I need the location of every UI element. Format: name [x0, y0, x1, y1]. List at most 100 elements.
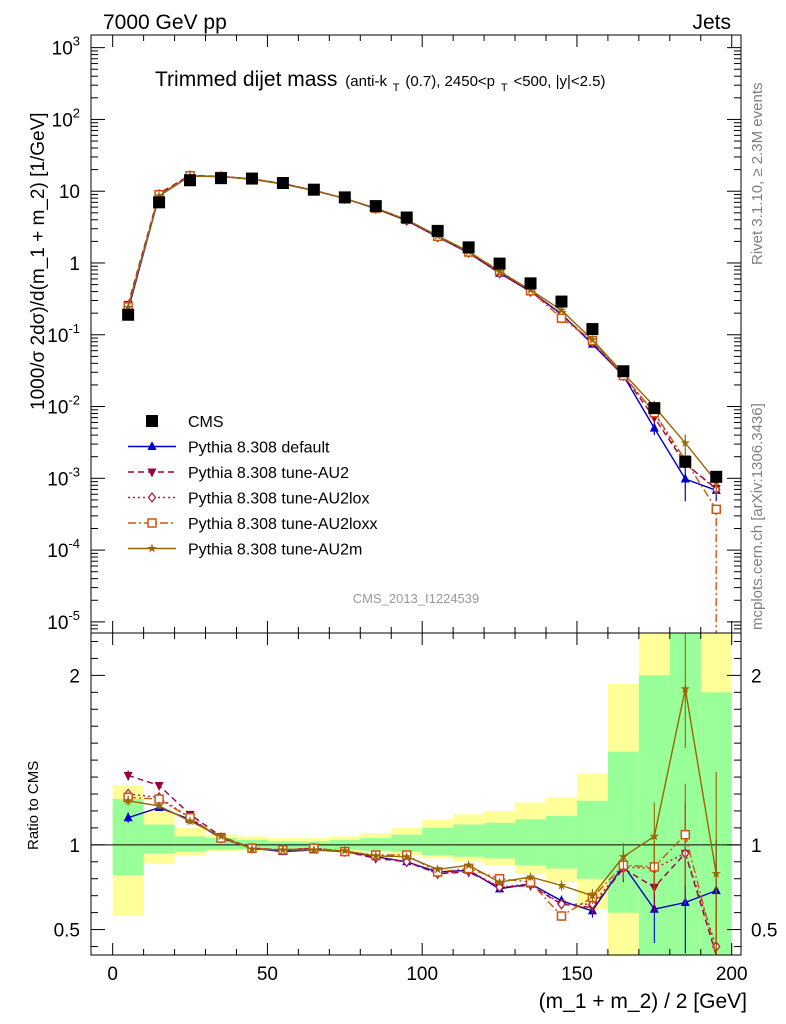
- cms-point-17: [648, 402, 661, 415]
- subtitle-part-2: (0.7), 2450<p: [405, 73, 495, 90]
- legend-pythia-8-308-default-label: Pythia 8.308 default: [188, 440, 330, 457]
- y-tick-label-main-1: 10: [59, 182, 80, 203]
- band-green-11: [453, 824, 485, 857]
- ratio-pythia-8-308-tune-au2m-point-15: [587, 890, 598, 900]
- y-tick-exp--3: -3: [68, 464, 80, 479]
- y-tick-exp--5: -5: [68, 608, 80, 623]
- main-pythia-8-308-tune-au2m-point-13: [525, 285, 536, 295]
- header-right: Jets: [692, 11, 731, 34]
- cms-point-9: [400, 211, 413, 224]
- subtitle-sub-2: T: [501, 82, 508, 94]
- y-tick-base--2: 10: [47, 398, 68, 419]
- header-left: 7000 GeV pp: [103, 11, 227, 34]
- y-tick-exp-3: 3: [73, 34, 80, 49]
- legend-pythia-8-308-default-marker: [147, 441, 157, 450]
- ratio-pythia-8-308-tune-au2m-point-9: [402, 851, 412, 861]
- y-tick-base-3: 10: [52, 39, 73, 60]
- main-pythia-8-308-tune-au2m-point-0: [123, 302, 133, 312]
- band-green-13: [515, 819, 546, 866]
- main-pythia-8-308-default-point-18: [680, 473, 690, 483]
- ratio-pythia-8-308-tune-au2m-point-18: [680, 683, 690, 693]
- y-tick-label-ratio-left-2: 2: [69, 666, 80, 687]
- y-tick-label-main-2: 102: [52, 105, 80, 131]
- main-pythia-8-308-default-point-17: [649, 422, 659, 432]
- band-green-1: [143, 824, 175, 854]
- band-green-10: [422, 827, 454, 856]
- cms-point-14: [555, 295, 568, 308]
- legend-pythia-8-308-tune-au2lox-marker: [147, 491, 157, 504]
- cms-point-4: [245, 172, 258, 185]
- y-tick-label-main--4: 10-4: [47, 536, 80, 562]
- cms-point-5: [276, 177, 289, 190]
- y-tick-label-main--1: 10-1: [47, 321, 80, 347]
- ratio-pythia-8-308-tune-au2m-point-1: [154, 800, 164, 810]
- y-tick-label-ratio-right-0.5: 0.5: [751, 921, 777, 942]
- legend-pythia-8-308-tune-au2-marker: [147, 468, 157, 478]
- y-tick-label-main-0: 1: [69, 254, 80, 275]
- ratio-pythia-8-308-tune-au2m-point-14: [556, 880, 567, 890]
- cms-point-7: [338, 191, 351, 204]
- cms-point-15: [586, 323, 599, 336]
- y-tick-label-ratio-left-1: 1: [69, 836, 80, 857]
- cms-point-16: [617, 365, 630, 378]
- legend-cms-label: CMS: [188, 414, 224, 431]
- ratio-pythia-8-308-tune-au2m-point-12: [494, 877, 505, 887]
- y-tick-label-main--2: 10-2: [47, 393, 80, 419]
- mcplots-info: mcplots.cern.ch [arXiv:1306.3436]: [749, 403, 766, 630]
- y-tick-base--4: 10: [47, 541, 68, 562]
- ratio-pythia-8-308-tune-au2m-point-0: [123, 795, 133, 805]
- cms-point-19: [710, 470, 723, 483]
- y-axis-label-main: 1000/σ 2dσ)/d(m_1 + m_2) [1/GeV]: [28, 112, 49, 410]
- cms-point-18: [679, 455, 692, 468]
- cms-point-8: [369, 200, 382, 213]
- x-tick-label-100: 100: [406, 964, 438, 985]
- band-green-15: [576, 800, 608, 879]
- ratio-pythia-8-308-tune-au2m-point-7: [340, 845, 350, 855]
- band-green-2: [174, 836, 206, 852]
- chart-title: Trimmed dijet mass (anti-k T (0.7), 2450…: [155, 68, 605, 96]
- band-green-3: [205, 838, 237, 850]
- ratio-plot-area: [123, 633, 721, 956]
- main-pythia-8-308-tune-au2loxx-point-19: [711, 504, 721, 515]
- main-pythia-8-308-tune-au2m-point-18: [680, 438, 690, 448]
- y-tick-exp--1: -1: [68, 321, 80, 336]
- band-green-0: [112, 799, 144, 876]
- ratio-pythia-8-308-tune-au2-point-0: [123, 771, 133, 781]
- subtitle-part-3: <500, |y|<2.5): [513, 73, 605, 90]
- legend-pythia-8-308-tune-au2m-label: Pythia 8.308 tune-AU2m: [188, 542, 362, 559]
- ratio-pythia-8-308-tune-au2lox-line: [128, 793, 717, 947]
- cms-point-0: [122, 308, 135, 321]
- ratio-pythia-8-308-tune-au2loxx-point-18: [680, 829, 691, 840]
- y-tick-exp--2: -2: [68, 393, 80, 408]
- cms-point-10: [431, 224, 444, 237]
- cms-point-1: [153, 196, 166, 209]
- y-tick-label-main--3: 10-3: [47, 464, 80, 490]
- ratio-bands: [91, 633, 741, 955]
- ratio-pythia-8-308-tune-au2m-point-4: [247, 844, 257, 854]
- legend-pythia-8-308-tune-au2m-marker: [147, 543, 157, 553]
- y-tick-base--1: 10: [47, 326, 68, 347]
- ratio-pythia-8-308-tune-au2m-point-2: [185, 816, 195, 826]
- cms-point-2: [184, 174, 197, 187]
- ratio-pythia-8-308-tune-au2m-point-19: [711, 868, 721, 878]
- ratio-pythia-8-308-tune-au2m-point-3: [216, 831, 226, 841]
- ratio-pythia-8-308-tune-au2-point-1: [154, 782, 164, 792]
- legend-pythia-8-308-tune-au2loxx-label: Pythia 8.308 tune-AU2loxx: [188, 516, 377, 533]
- subtitle-part-1: (anti-k: [345, 73, 387, 90]
- legend-pythia-8-308-tune-au2lox-label: Pythia 8.308 tune-AU2lox: [188, 491, 369, 508]
- x-tick-label-150: 150: [561, 964, 593, 985]
- ratio-pythia-8-308-tune-au2m-point-17: [649, 831, 660, 841]
- band-green-14: [546, 816, 577, 869]
- cms-point-13: [524, 277, 537, 290]
- ratio-pythia-8-308-tune-au2m-point-16: [618, 851, 629, 861]
- y-tick-label-main-3: 103: [52, 34, 80, 60]
- subtitle-sub-1: T: [393, 82, 400, 94]
- cms-point-11: [462, 241, 475, 254]
- legend-pythia-8-308-tune-au2-label: Pythia 8.308 tune-AU2: [188, 465, 349, 482]
- x-tick-label-0: 0: [107, 964, 118, 985]
- band-green-16: [607, 751, 639, 913]
- y-tick-exp--4: -4: [68, 536, 80, 551]
- main-pythia-8-308-tune-au2m-point-12: [494, 266, 505, 276]
